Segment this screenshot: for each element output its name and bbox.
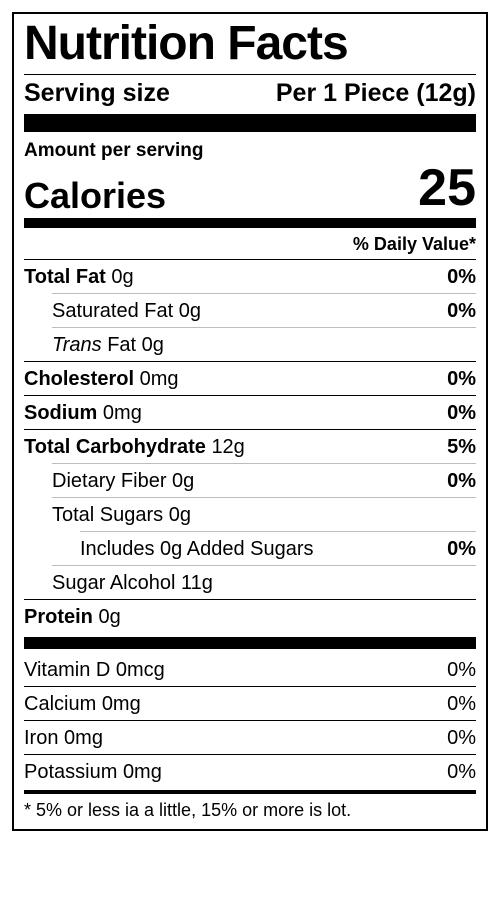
- trans-suffix: Fat: [102, 334, 136, 356]
- amount: 0g: [142, 334, 164, 356]
- cell: Saturated Fat 0g: [52, 300, 201, 322]
- cell: Sodium 0mg: [24, 402, 142, 424]
- amount: 11g: [181, 572, 213, 594]
- label: Calcium: [24, 693, 96, 715]
- row-total-sugars: Total Sugars 0g: [52, 498, 476, 531]
- pct: 0%: [447, 266, 476, 288]
- cell: Protein 0g: [24, 606, 121, 628]
- pct: 0%: [447, 538, 476, 560]
- cell: Total Fat 0g: [24, 266, 134, 288]
- amount: 0mg: [123, 761, 162, 783]
- row-vit-d: Vitamin D 0mcg 0%: [24, 653, 476, 686]
- amount: 0mg: [140, 368, 179, 390]
- cell: Iron 0mg: [24, 727, 103, 749]
- sub: Saturated Fat 0g 0%: [52, 293, 476, 327]
- pct: 0%: [447, 470, 476, 492]
- label: Cholesterol: [24, 368, 134, 390]
- label: Total Fat: [24, 266, 106, 288]
- pct: 0%: [447, 368, 476, 390]
- cell: Sugar Alcohol 11g: [52, 572, 213, 594]
- row-fiber: Dietary Fiber 0g 0%: [52, 464, 476, 497]
- amount: 0mg: [64, 727, 103, 749]
- calories-value: 25: [418, 162, 476, 214]
- thick-bar: [24, 114, 476, 132]
- cell: Trans Fat 0g: [52, 334, 164, 356]
- serving-label: Serving size: [24, 79, 170, 108]
- nutrition-facts-panel: Nutrition Facts Serving size Per 1 Piece…: [12, 12, 488, 831]
- row-total-carb: Total Carbohydrate 12g 5%: [24, 429, 476, 463]
- calories-label: Calories: [24, 178, 166, 214]
- label: Sodium: [24, 402, 97, 424]
- row-added-sugars: Includes 0g Added Sugars 0%: [80, 532, 476, 565]
- pct: 0%: [447, 727, 476, 749]
- row-sodium: Sodium 0mg 0%: [24, 395, 476, 429]
- amount: 0g: [169, 504, 191, 526]
- sub-deep: Includes 0g Added Sugars 0%: [80, 531, 476, 565]
- label: Dietary Fiber: [52, 470, 166, 492]
- pct: 5%: [447, 436, 476, 458]
- label: Potassium: [24, 761, 117, 783]
- thick-bar-2: [24, 637, 476, 649]
- cell: Dietary Fiber 0g: [52, 470, 194, 492]
- label: Total Carbohydrate: [24, 436, 206, 458]
- pct: 0%: [447, 659, 476, 681]
- row-sat-fat: Saturated Fat 0g 0%: [52, 294, 476, 327]
- row-trans-fat: Trans Fat 0g: [52, 328, 476, 361]
- heavy-rule: [24, 218, 476, 228]
- amount: 0g: [111, 266, 133, 288]
- amount: 0g: [172, 470, 194, 492]
- cell: Potassium 0mg: [24, 761, 162, 783]
- amount: 0g: [179, 300, 201, 322]
- amount: 0mg: [102, 693, 141, 715]
- label: Protein: [24, 606, 93, 628]
- label: Iron: [24, 727, 58, 749]
- title: Nutrition Facts: [24, 20, 476, 70]
- sub: Sugar Alcohol 11g: [52, 565, 476, 599]
- row-potassium: Potassium 0mg 0%: [24, 754, 476, 788]
- sub: Dietary Fiber 0g 0%: [52, 463, 476, 497]
- label: Vitamin D: [24, 659, 110, 681]
- row-iron: Iron 0mg 0%: [24, 720, 476, 754]
- row-sugar-alcohol: Sugar Alcohol 11g: [52, 566, 476, 599]
- row-protein: Protein 0g: [24, 599, 476, 633]
- pct: 0%: [447, 761, 476, 783]
- amount: 0mcg: [116, 659, 165, 681]
- cell: Calcium 0mg: [24, 693, 141, 715]
- calories-row: Calories 25: [24, 162, 476, 214]
- dv-header: % Daily Value*: [24, 230, 476, 260]
- amount: 0mg: [103, 402, 142, 424]
- pct: 0%: [447, 402, 476, 424]
- amount: 12g: [211, 436, 244, 458]
- label: Saturated Fat: [52, 300, 173, 322]
- row-total-fat: Total Fat 0g 0%: [24, 260, 476, 293]
- row-cholesterol: Cholesterol 0mg 0%: [24, 361, 476, 395]
- label: Total Sugars: [52, 504, 163, 526]
- label: Sugar Alcohol: [52, 572, 175, 594]
- amount-per-serving: Amount per serving: [24, 138, 476, 162]
- serving-row: Serving size Per 1 Piece (12g): [24, 75, 476, 108]
- cell: Total Sugars 0g: [52, 504, 191, 526]
- sub: Trans Fat 0g: [52, 327, 476, 361]
- pct: 0%: [447, 693, 476, 715]
- sub: Total Sugars 0g: [52, 497, 476, 531]
- trans-prefix: Trans: [52, 334, 102, 356]
- serving-value: Per 1 Piece (12g): [276, 79, 476, 108]
- footnote: * 5% or less ia a little, 15% or more is…: [24, 794, 476, 821]
- cell: Total Carbohydrate 12g: [24, 436, 245, 458]
- cell: Vitamin D 0mcg: [24, 659, 165, 681]
- cell: Cholesterol 0mg: [24, 368, 179, 390]
- pct: 0%: [447, 300, 476, 322]
- label: Includes 0g Added Sugars: [80, 538, 314, 560]
- row-calcium: Calcium 0mg 0%: [24, 686, 476, 720]
- amount: 0g: [98, 606, 120, 628]
